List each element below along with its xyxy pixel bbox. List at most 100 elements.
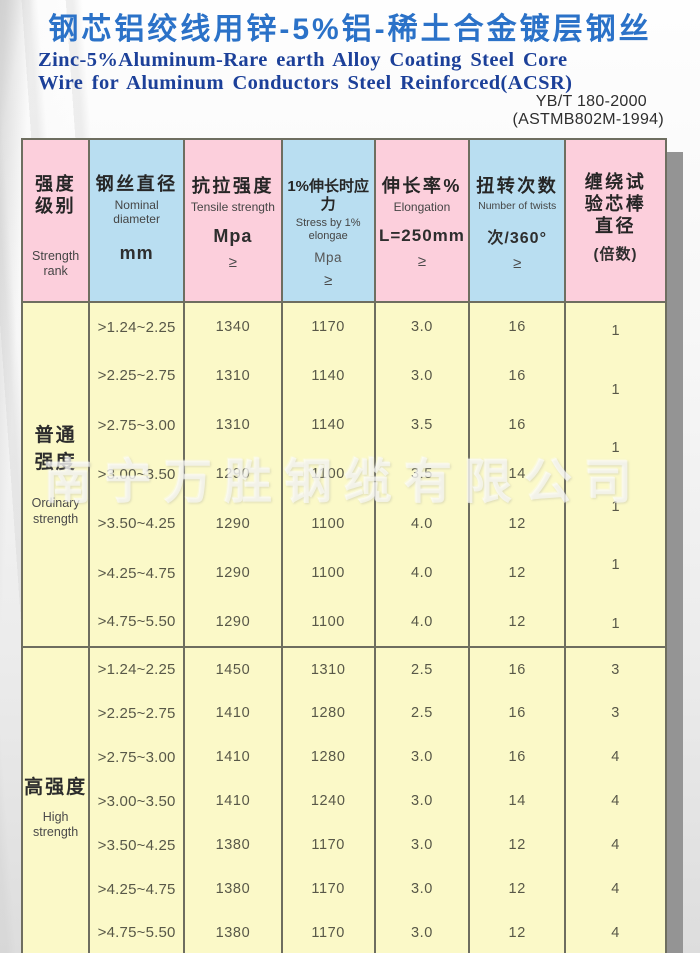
table-row: 高强度 High strength >1.24~2.25 1450 1310 2… — [20, 646, 666, 953]
cell-tensile: 1290 — [183, 548, 282, 598]
cell-wrap: 4 — [564, 867, 666, 911]
cell-stress: 1140 — [280, 400, 375, 450]
header-unit: Mpa — [213, 226, 253, 247]
cell-elongation: 2.5 — [373, 691, 470, 735]
cell-diameter: >4.75~5.50 — [88, 911, 185, 953]
header-zh-line: 1%伸长时应力 — [287, 178, 370, 214]
cell-twists: 16 — [468, 400, 566, 450]
cell-diameter: >2.25~2.75 — [88, 691, 185, 735]
cell-twists: 14 — [468, 449, 566, 500]
cell-diameter: >1.24~2.25 — [88, 646, 185, 691]
section-en-line: Ordinary — [31, 495, 80, 510]
header-zh-line: 缠绕试 — [584, 172, 647, 192]
col-header-strength-rank: 强度 级别 Strength rank — [20, 139, 90, 303]
cell-stress: 1170 — [280, 867, 375, 911]
cell-stress: 1100 — [280, 499, 375, 549]
header-unit: mm — [119, 243, 154, 264]
cell-elongation: 4.0 — [373, 548, 470, 598]
header-en-line: Stress by 1% — [295, 216, 361, 229]
table-row: >2.75~3.00 1410 1280 3.0 16 4 — [22, 735, 666, 779]
table-row: >3.00~3.50 1410 1240 3.0 14 4 — [22, 779, 666, 823]
table-row: >2.75~3.00 1310 1140 3.5 16 — [22, 400, 666, 450]
header-en-line: elongae — [308, 229, 348, 242]
header-zh-line: 钢丝直径 — [95, 174, 178, 194]
cell-wrap-test-merged: 1 1 1 1 1 1 — [564, 302, 666, 647]
header-en-line: Tensile strength — [190, 199, 275, 214]
cell-stress: 1280 — [280, 735, 375, 779]
section-label-high-strength: 高强度 High strength — [20, 646, 90, 953]
header-zh-line: 扭转次数 — [476, 176, 559, 196]
page-title-chinese: 钢芯铝绞线用锌-5%铝-稀土合金镀层钢丝 — [48, 13, 652, 46]
header-note: (倍数) — [593, 245, 638, 263]
cell-elongation: 2.5 — [373, 646, 470, 691]
cell-elongation: 4.0 — [373, 597, 470, 647]
cell-stress: 1310 — [280, 646, 375, 691]
table-header-row: 强度 级别 Strength rank 钢丝直径 Nominal diamete… — [20, 139, 666, 303]
table-row: >4.75~5.50 1380 1170 3.0 12 4 — [22, 911, 666, 953]
cell-diameter: >4.25~4.75 — [88, 548, 185, 598]
cell-wrap: 4 — [564, 735, 666, 779]
header-zh-line: 验芯棒 — [584, 193, 647, 214]
table-row: >3.00~3.50 1290 1100 3.5 14 — [22, 449, 666, 500]
cell-diameter: >4.75~5.50 — [88, 597, 185, 647]
header-zh-line: 伸长率% — [381, 176, 462, 196]
header-en-line: diameter — [113, 212, 160, 227]
cell-elongation: 3.0 — [373, 823, 470, 867]
table-row: >3.50~4.25 1380 1170 3.0 12 4 — [22, 823, 666, 867]
cell-tensile: 1410 — [183, 691, 282, 735]
section-en-line: strength — [33, 825, 79, 840]
page-title-english-line1: Zinc-5%Aluminum-Rare earth Alloy Coating… — [38, 49, 568, 71]
cell-twists: 12 — [468, 823, 566, 867]
specification-table: 强度 级别 Strength rank 钢丝直径 Nominal diamete… — [20, 138, 667, 953]
cell-tensile: 1410 — [183, 779, 282, 823]
cell-elongation: 3.0 — [373, 302, 470, 352]
section-en-line: High — [42, 809, 69, 824]
cell-tensile: 1410 — [183, 735, 282, 779]
table-row: >4.75~5.50 1290 1100 4.0 12 — [22, 597, 666, 647]
cell-stress: 1140 — [280, 351, 375, 401]
cell-stress: 1100 — [280, 548, 375, 598]
section-label-ordinary-strength: 普通 强度 Ordinary strength — [20, 302, 90, 647]
header-unit: 次/360° — [487, 230, 547, 248]
table-row: 普通 强度 Ordinary strength >1.24~2.25 1340 … — [20, 302, 666, 647]
title-block: 钢芯铝绞线用锌-5%铝-稀土合金镀层钢丝 Zinc-5%Aluminum-Rar… — [0, 4, 700, 94]
cell-wrap: 4 — [564, 779, 666, 823]
table-row: >3.50~4.25 1290 1100 4.0 12 — [22, 499, 666, 549]
greater-equal-symbol: ≥ — [417, 253, 427, 271]
cell-wrap: 3 — [564, 646, 666, 691]
cell-elongation: 3.5 — [373, 449, 470, 500]
cell-diameter: >3.50~4.25 — [88, 823, 185, 867]
cell-elongation: 3.5 — [373, 400, 470, 450]
wrap-value: 1 — [611, 498, 620, 515]
cell-diameter: >3.50~4.25 — [88, 499, 185, 549]
cell-elongation: 3.0 — [373, 779, 470, 823]
header-en-line: Elongation — [393, 199, 451, 214]
cell-twists: 12 — [468, 597, 566, 647]
section-zh-line: 高强度 — [24, 777, 88, 799]
cell-elongation: 3.0 — [373, 735, 470, 779]
cell-wrap: 3 — [564, 691, 666, 735]
cell-stress: 1240 — [280, 779, 375, 823]
header-unit: Mpa — [314, 249, 343, 265]
table-row: >2.25~2.75 1410 1280 2.5 16 3 — [22, 691, 666, 735]
wrap-value: 1 — [611, 381, 620, 398]
cell-wrap: 4 — [564, 911, 666, 953]
section-zh-line: 普通 — [34, 424, 77, 446]
header-en-line: Number of twists — [478, 199, 557, 212]
header-unit: L=250mm — [378, 226, 465, 246]
cell-tensile: 1380 — [183, 867, 282, 911]
wrap-value: 1 — [611, 440, 620, 457]
cell-stress: 1170 — [280, 823, 375, 867]
standard-number: YB/T 180-2000 — [535, 93, 647, 110]
cell-diameter: >2.75~3.00 — [88, 400, 185, 450]
cell-diameter: >2.75~3.00 — [88, 735, 185, 779]
col-header-nominal-diameter: 钢丝直径 Nominal diameter mm — [88, 139, 185, 303]
cell-diameter: >3.00~3.50 — [88, 779, 185, 823]
cell-tensile: 1290 — [183, 449, 282, 500]
cell-elongation: 3.0 — [373, 867, 470, 911]
cell-tensile: 1290 — [183, 499, 282, 549]
section-en-line: strength — [33, 511, 79, 526]
header-zh-line: 抗拉强度 — [191, 176, 274, 196]
cell-twists: 16 — [468, 351, 566, 401]
